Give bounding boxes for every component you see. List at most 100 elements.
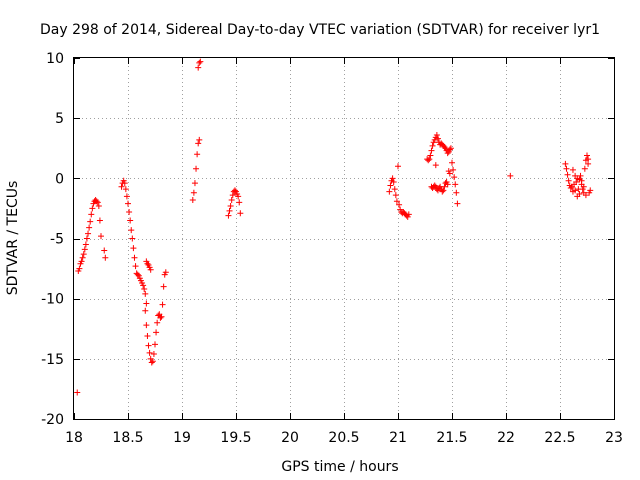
x-tick-label: 22.5 [544,430,575,446]
data-point [587,187,594,194]
data-point [153,329,160,336]
data-point [450,166,457,173]
data-point [121,180,128,187]
data-point [235,193,242,200]
data-point [87,218,94,225]
data-point [194,151,201,158]
x-tick-label: 18.5 [112,430,143,446]
data-point [576,190,583,197]
y-tick-label: 0 [55,171,64,187]
data-point [405,211,412,218]
y-tick-label: -10 [41,292,64,308]
data-point [157,314,164,321]
data-point [582,192,589,199]
data-point [149,358,156,365]
x-tick-label: 22 [497,430,515,446]
data-point [434,135,441,142]
x-tick-label: 20.5 [328,430,359,446]
data-point [225,212,232,219]
data-point [83,235,90,242]
data-point [142,307,149,314]
data-point [76,265,83,272]
data-point [134,271,141,278]
data-point [585,160,592,167]
data-point [195,64,202,71]
data-point [449,159,455,166]
data-point [439,188,446,195]
data-point [189,196,196,203]
x-tick-label: 21.5 [436,430,467,446]
data-point [392,192,399,199]
data-point [152,341,158,348]
plot-frame [73,57,615,420]
data-point [86,224,93,231]
data-point [393,198,400,205]
data-point [453,189,460,196]
data-point [231,187,238,194]
data-point [446,170,453,177]
data-point [429,142,436,149]
y-tick-label: -5 [50,232,64,248]
data-point [102,254,109,261]
data-point [386,188,393,195]
y-tick-labels: -20 -15 -10 -5 0 5 10 [41,51,64,428]
data-point [74,389,81,396]
data-point [193,165,200,172]
data-point [197,58,204,65]
data-point [101,247,108,254]
data-point [441,183,448,190]
data-point [564,171,571,178]
data-point [79,254,86,261]
data-point [444,181,451,188]
data-point [237,210,244,217]
data-point [141,286,148,293]
data-point [236,199,243,206]
data-point [89,205,96,212]
data-point [96,217,103,224]
data-point [440,187,447,194]
data-point [426,156,433,163]
data-point [142,290,149,297]
data-point [162,269,169,276]
data-point [150,351,157,358]
data-point [88,211,95,218]
data-point [441,144,448,151]
data-point [227,203,234,210]
x-tick-label: 21 [389,430,407,446]
data-point [567,184,574,191]
data-point [584,152,590,159]
y-tick-label: -15 [41,352,64,368]
data-point [432,162,439,169]
data-point [144,260,151,267]
data-point [123,193,130,200]
data-point [196,136,203,143]
data-point [226,207,233,214]
data-point [94,199,101,206]
y-tick-label: 5 [55,111,64,127]
data-point [190,189,197,196]
data-point [148,359,155,366]
data-point [144,332,151,339]
data-point [132,263,139,270]
data-point [81,246,88,253]
data-point [454,200,461,207]
data-point [131,254,138,261]
data-point [580,183,587,190]
data-point [146,349,153,356]
data-point [425,157,432,164]
axis-ticks [74,58,615,420]
data-point [196,59,203,66]
data-point [444,150,451,157]
data-point [565,177,572,184]
data-point [428,147,435,154]
data-point [125,200,131,207]
data-point [118,183,125,190]
x-tick-label: 19.5 [220,430,251,446]
data-point [395,163,401,170]
chart-title: Day 298 of 2014, Sidereal Day-to-day VTE… [40,22,600,38]
y-tick-label: 10 [46,51,64,67]
data-point [577,172,584,179]
x-tick-label: 23 [605,430,623,446]
data-point [387,182,394,189]
data-point [82,241,89,248]
